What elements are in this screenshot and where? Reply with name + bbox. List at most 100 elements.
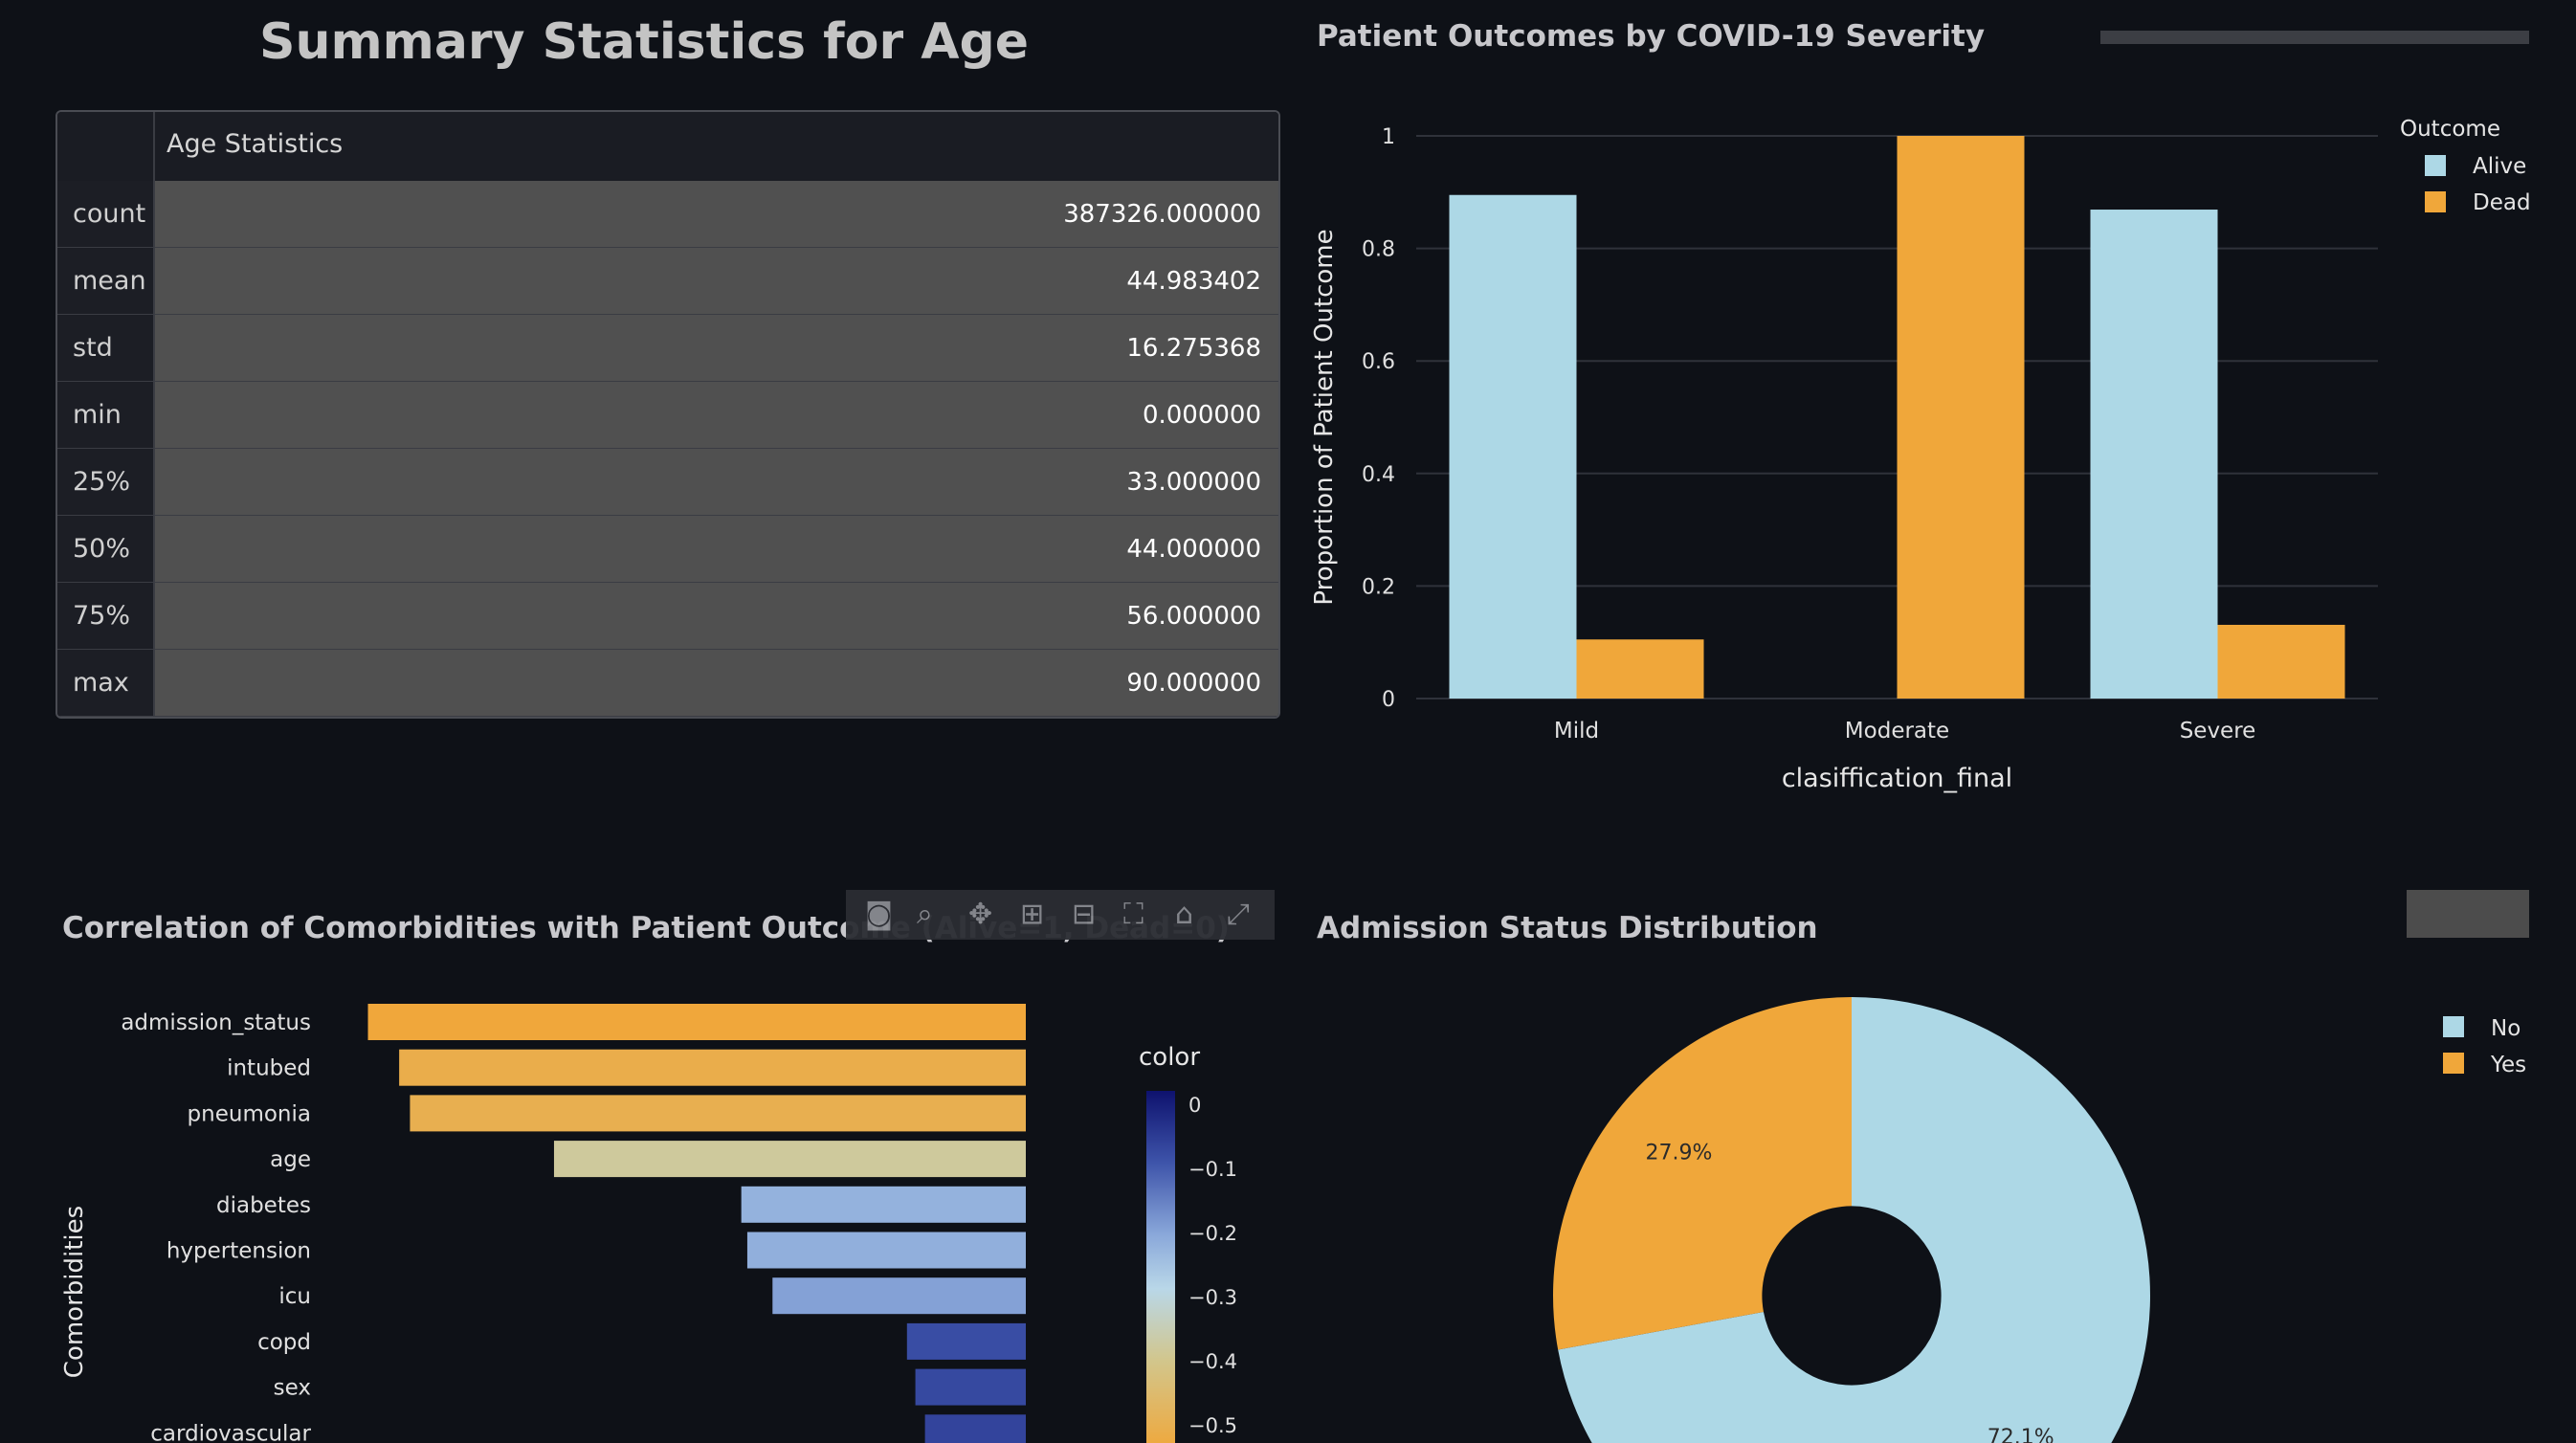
x-tick-label: Moderate — [1845, 719, 1949, 744]
legend-swatch[interactable] — [2425, 155, 2446, 176]
bar-age[interactable] — [553, 1141, 1026, 1178]
value-cell[interactable]: 16.275368 — [155, 315, 1278, 381]
y-axis-title: Proportion of Patient Outcome — [1310, 229, 1339, 605]
value-cell[interactable]: 56.000000 — [155, 583, 1278, 649]
table-row[interactable]: count 387326.000000 — [57, 181, 1278, 249]
row-label: count — [73, 199, 146, 229]
colorbar-tick-label: −0.3 — [1188, 1286, 1237, 1309]
bar-hypertension[interactable] — [746, 1232, 1026, 1269]
row-value: 90.000000 — [1126, 669, 1261, 698]
bar-alive[interactable] — [1449, 194, 1577, 699]
bar-dead[interactable] — [2217, 624, 2345, 699]
zoom-out-icon[interactable]: ⊟ — [1072, 898, 1097, 931]
scroll-indicator[interactable] — [2100, 31, 2529, 44]
colorbar-tick-label: −0.1 — [1188, 1158, 1237, 1181]
age-statistics-table[interactable]: Age Statistics count 387326.000000 mean 44.… — [56, 110, 1280, 719]
autoscale-icon[interactable]: ⛶ — [1123, 898, 1144, 931]
legend-label[interactable]: No — [2491, 1016, 2520, 1041]
slice-yes[interactable] — [1553, 997, 1852, 1350]
bar-pneumonia[interactable] — [410, 1095, 1026, 1132]
table-row[interactable]: 25% 33.000000 — [57, 449, 1278, 517]
table-row[interactable]: min 0.000000 — [57, 382, 1278, 450]
bar-intubed[interactable] — [399, 1049, 1026, 1086]
legend-swatch[interactable] — [2425, 191, 2446, 212]
table-row[interactable]: max 90.000000 — [57, 650, 1278, 717]
row-label: std — [73, 333, 113, 363]
y-tick-label: copd — [257, 1330, 311, 1355]
y-tick-label: 0 — [1382, 688, 1395, 712]
y-tick-label: hypertension — [167, 1239, 311, 1264]
bar-alive[interactable] — [2090, 210, 2218, 699]
zoom-icon[interactable]: ⌕ — [917, 898, 933, 931]
value-cell[interactable]: 44.000000 — [155, 516, 1278, 582]
value-cell[interactable]: 33.000000 — [155, 449, 1278, 515]
chart-menu-button[interactable] — [2407, 890, 2529, 938]
home-icon[interactable]: ⌂ — [1175, 898, 1194, 931]
y-tick-label: 0.6 — [1362, 350, 1395, 374]
legend-swatch[interactable] — [2443, 1016, 2464, 1037]
y-tick-label: 0.4 — [1362, 463, 1395, 487]
row-value: 44.983402 — [1126, 267, 1261, 296]
row-label-cell: mean — [57, 248, 155, 314]
slice-label: 27.9% — [1645, 1142, 1712, 1166]
slice-no[interactable] — [1558, 997, 2150, 1443]
admission-pie-chart[interactable]: 72.1% 27.9% No Yes — [1493, 966, 2576, 1443]
legend-label[interactable]: Yes — [2490, 1053, 2526, 1077]
row-value: 0.000000 — [1142, 401, 1261, 430]
chart-modebar: ◙ ⌕ ✥ ⊞ ⊟ ⛶ ⌂ ⤢ — [846, 890, 1275, 940]
bar-cardiovascular[interactable] — [924, 1414, 1026, 1443]
row-label-cell: count — [57, 181, 155, 247]
colorbar-title: color — [1139, 1043, 1200, 1072]
legend-swatch[interactable] — [2443, 1053, 2464, 1074]
pan-icon[interactable]: ✥ — [968, 898, 993, 931]
column-header[interactable]: Age Statistics — [167, 129, 344, 159]
y-tick-label: 0.8 — [1362, 238, 1395, 262]
legend-label[interactable]: Alive — [2473, 154, 2526, 179]
row-label-cell: 50% — [57, 516, 155, 582]
row-value: 33.000000 — [1126, 468, 1261, 497]
row-value: 16.275368 — [1126, 334, 1261, 363]
bar-icu[interactable] — [772, 1277, 1026, 1315]
fullscreen-icon[interactable]: ⤢ — [1227, 898, 1250, 931]
y-tick-label: icu — [278, 1284, 311, 1309]
bar-dead[interactable] — [1576, 639, 1704, 699]
legend-title: Outcome — [2400, 117, 2500, 142]
x-tick-label: Mild — [1554, 719, 1599, 744]
value-cell[interactable]: 387326.000000 — [155, 181, 1278, 247]
row-label: min — [73, 400, 122, 430]
camera-icon[interactable]: ◙ — [865, 898, 894, 931]
summary-title: Summary Statistics for Age — [259, 13, 1029, 71]
x-tick-label: Severe — [2180, 719, 2256, 744]
table-row[interactable]: std 16.275368 — [57, 315, 1278, 383]
value-cell[interactable]: 44.983402 — [155, 248, 1278, 314]
table-row[interactable]: 50% 44.000000 — [57, 516, 1278, 584]
row-label: 25% — [73, 467, 131, 497]
slice-label: 72.1% — [1988, 1426, 2054, 1443]
row-value: 56.000000 — [1126, 602, 1261, 631]
row-label-cell: 25% — [57, 449, 155, 515]
table-row[interactable]: 75% 56.000000 — [57, 583, 1278, 651]
bar-sex[interactable] — [915, 1368, 1026, 1406]
y-tick-label: 0.2 — [1362, 575, 1395, 599]
bar-dead[interactable] — [1897, 136, 2025, 699]
row-label-cell: max — [57, 650, 155, 716]
value-cell[interactable]: 90.000000 — [155, 650, 1278, 716]
row-label: 50% — [73, 534, 131, 564]
y-tick-label: diabetes — [216, 1193, 311, 1218]
bar-admission_status[interactable] — [367, 1004, 1026, 1040]
y-tick-label: pneumonia — [188, 1101, 311, 1126]
colorbar-tick-label: −0.5 — [1188, 1414, 1237, 1437]
y-tick-label: age — [270, 1147, 311, 1172]
outcomes-bar-chart[interactable]: 0 0.2 0.4 0.6 0.8 1 Mild Moderate Severe clasiffi… — [1301, 86, 2545, 813]
colorbar-tick-label: −0.4 — [1188, 1350, 1237, 1373]
legend-label[interactable]: Dead — [2473, 190, 2531, 215]
value-cell[interactable]: 0.000000 — [155, 382, 1278, 448]
y-tick-label: intubed — [227, 1056, 311, 1081]
y-axis-title: Comorbidities — [60, 1206, 89, 1378]
table-row[interactable]: mean 44.983402 — [57, 248, 1278, 316]
zoom-in-icon[interactable]: ⊞ — [1020, 898, 1045, 931]
row-value: 44.000000 — [1126, 535, 1261, 564]
bar-copd[interactable] — [906, 1322, 1026, 1360]
bar-diabetes[interactable] — [741, 1186, 1026, 1223]
